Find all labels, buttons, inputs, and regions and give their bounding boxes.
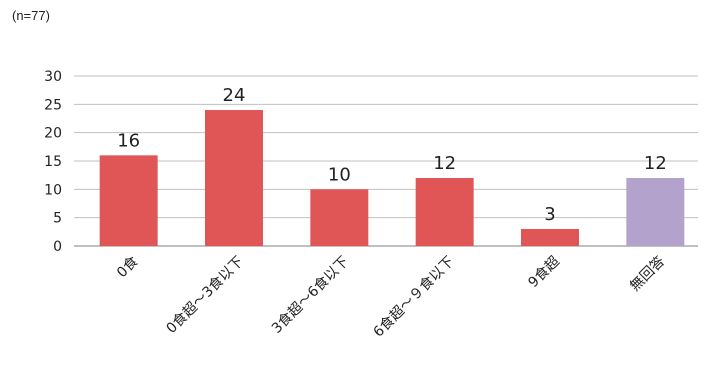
sample-size-note: (n=77) [12,8,50,23]
x-tick-label: 9食超 [525,253,563,291]
data-label: 3 [544,204,555,225]
bars [99,110,685,246]
bar [310,189,369,246]
x-axis-labels: 0食 0食超～3食以下 3食超～6食以下 6食超～９食以下 9食超 無回答 [113,253,668,341]
x-tick-label: 0食 [113,253,141,281]
y-tick-label: 0 [53,239,62,255]
y-tick-label: 15 [44,154,62,170]
y-tick-label: 30 [44,69,62,85]
data-labels: 16 24 10 12 3 12 [117,85,667,225]
data-label: 10 [328,164,351,185]
bar [626,178,685,246]
bar [521,229,579,246]
y-tick-label: 25 [44,97,62,113]
bar [415,178,474,246]
y-tick-label: 5 [53,211,62,227]
bar [205,110,263,246]
data-label: 24 [223,85,246,106]
grid-lines [74,75,698,247]
data-label: 12 [644,153,667,174]
y-axis-ticks: 0 5 10 15 20 25 30 [44,69,62,255]
y-tick-label: 10 [44,182,62,198]
x-tick-label: 6食超～９食以下 [370,253,458,341]
x-tick-label: 無回答 [626,253,668,295]
y-tick-label: 20 [44,126,62,142]
x-tick-label: 0食超～3食以下 [163,253,247,337]
x-tick-label: 3食超～6食以下 [268,253,352,337]
data-label: 16 [117,130,140,151]
data-label: 12 [433,153,456,174]
bar [99,155,158,246]
